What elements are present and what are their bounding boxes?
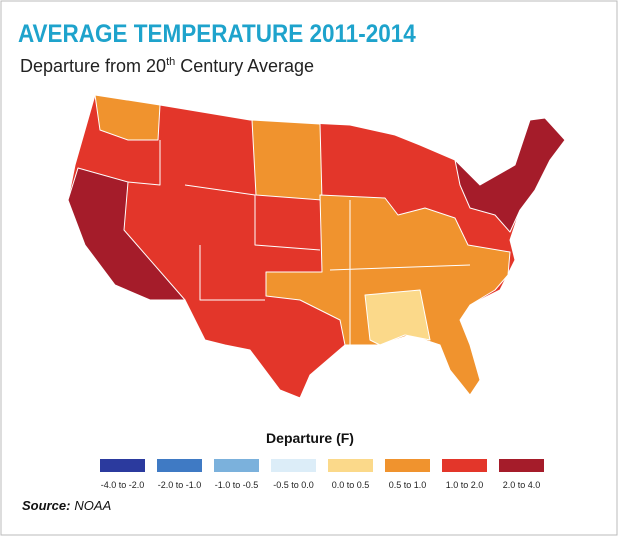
northeast [454,117,566,233]
legend-swatch [385,459,430,472]
legend-label: -4.0 to -2.0 [101,480,145,490]
legend-swatch [100,459,145,472]
borders [184,184,321,251]
borders [199,245,265,301]
legend-label: -2.0 to -1.0 [158,480,202,490]
washington [94,94,161,141]
legend-label: -0.5 to 0.0 [273,480,314,490]
deep-south [364,289,431,346]
source: Source: NOAA [22,498,111,513]
legend: -4.0 to -2.0 -2.0 to -1.0 -1.0 to -0.5 -0.5… [100,459,544,490]
dakotas [251,119,323,201]
legend-swatch [271,459,316,472]
legend-label: -1.0 to -0.5 [215,480,259,490]
source-text: NOAA [74,498,111,513]
subtitle-sup: th [166,56,175,68]
legend-label: 0.5 to 1.0 [389,480,427,490]
subtitle-rest: Century Average [175,56,314,76]
legend-swatch [328,459,373,472]
subtitle-text: Departure from 20 [20,56,166,76]
legend-swatch [442,459,487,472]
map [67,94,566,399]
california [67,167,186,301]
legend-title: Departure (F) [266,430,354,446]
source-label: Source: [22,498,70,513]
legend-swatch [499,459,544,472]
title: AVERAGE TEMPERATURE 2011-2014 [18,20,416,48]
subtitle: Departure from 20th Century Average [20,56,314,76]
borders [127,140,161,186]
legend-label: 1.0 to 2.0 [446,480,484,490]
borders [329,264,471,271]
legend-label: 2.0 to 4.0 [503,480,541,490]
legend-swatch [214,459,259,472]
legend-swatch [157,459,202,472]
legend-label: 0.0 to 0.5 [332,480,370,490]
